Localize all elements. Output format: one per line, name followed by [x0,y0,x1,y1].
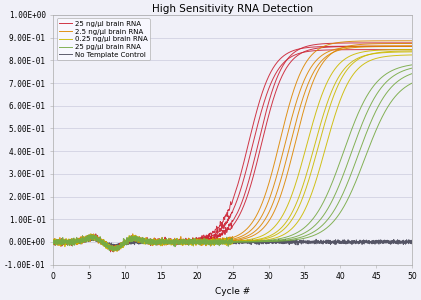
No Template Control [410,239,415,243]
No Template Control [331,241,336,245]
25 pg/μl brain RNA [298,229,303,233]
No Template Control [86,236,91,239]
2.5 ng/μl brain RNA [331,42,336,45]
0.25 ng/μl brain RNA [410,48,415,51]
0.25 ng/μl brain RNA [298,168,303,171]
25 ng/μl brain RNA [111,249,116,252]
25 ng/μl brain RNA [410,44,415,48]
0.25 ng/μl brain RNA [337,61,342,65]
Line: No Template Control: No Template Control [53,238,412,247]
25 ng/μl brain RNA [51,238,56,241]
0.25 ng/μl brain RNA [88,235,93,239]
25 ng/μl brain RNA [331,44,336,48]
No Template Control [210,242,215,246]
2.5 ng/μl brain RNA [298,72,303,76]
No Template Control [51,242,56,245]
Line: 2.5 ng/μl brain RNA: 2.5 ng/μl brain RNA [53,41,412,251]
25 ng/μl brain RNA [196,237,201,240]
25 ng/μl brain RNA [209,233,214,237]
Line: 25 ng/μl brain RNA: 25 ng/μl brain RNA [53,46,412,250]
Title: High Sensitivity RNA Detection: High Sensitivity RNA Detection [152,4,313,14]
25 pg/μl brain RNA [88,236,93,239]
Legend: 25 ng/μl brain RNA, 2.5 ng/μl brain RNA, 0.25 ng/μl brain RNA, 25 pg/μl brain RN: 25 ng/μl brain RNA, 2.5 ng/μl brain RNA,… [57,18,150,60]
25 pg/μl brain RNA [410,63,415,67]
2.5 ng/μl brain RNA [209,240,214,243]
2.5 ng/μl brain RNA [51,242,56,246]
25 pg/μl brain RNA [51,242,56,246]
25 ng/μl brain RNA [337,44,342,48]
2.5 ng/μl brain RNA [337,40,342,44]
25 ng/μl brain RNA [298,47,303,50]
2.5 ng/μl brain RNA [88,240,93,243]
0.25 ng/μl brain RNA [209,239,214,243]
No Template Control [298,241,303,244]
2.5 ng/μl brain RNA [196,239,201,243]
25 pg/μl brain RNA [110,249,115,252]
No Template Control [338,240,343,243]
0.25 ng/μl brain RNA [196,240,201,244]
0.25 ng/μl brain RNA [331,69,336,73]
2.5 ng/μl brain RNA [410,39,415,43]
Line: 25 pg/μl brain RNA: 25 pg/μl brain RNA [53,65,412,250]
Line: 0.25 ng/μl brain RNA: 0.25 ng/μl brain RNA [53,50,412,250]
0.25 ng/μl brain RNA [51,242,56,246]
25 ng/μl brain RNA [88,237,93,241]
X-axis label: Cycle #: Cycle # [215,287,250,296]
2.5 ng/μl brain RNA [111,250,116,253]
25 pg/μl brain RNA [196,240,201,243]
No Template Control [114,245,119,249]
No Template Control [88,238,93,242]
25 pg/μl brain RNA [337,160,342,164]
25 pg/μl brain RNA [331,178,336,181]
25 pg/μl brain RNA [209,239,214,243]
0.25 ng/μl brain RNA [114,249,119,252]
No Template Control [197,241,202,244]
